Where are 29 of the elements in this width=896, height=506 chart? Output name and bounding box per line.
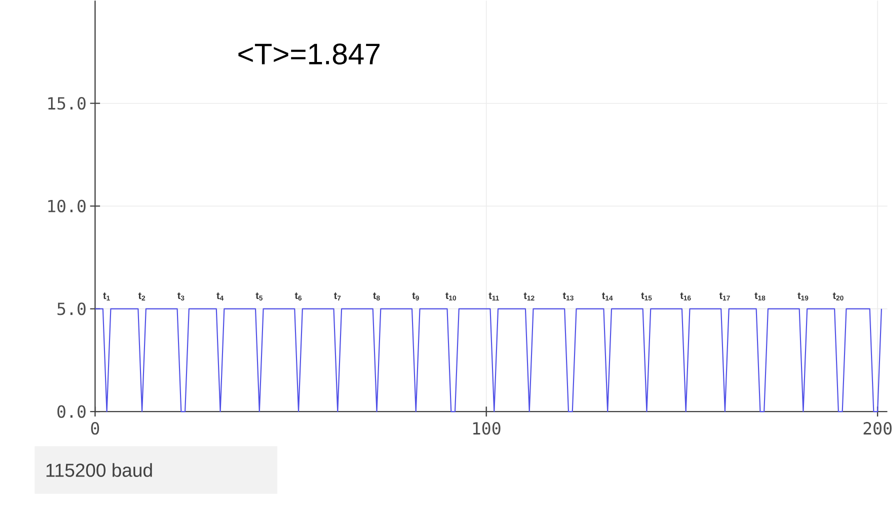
annotation: t$_{14}$ <box>602 292 613 301</box>
y-tick-label: 5.0 <box>58 302 86 316</box>
y-tick-label: 15.0 <box>48 97 86 110</box>
x-tick-label: 200 <box>864 422 892 435</box>
y-tick-label: 10.0 <box>48 200 86 213</box>
annotation: t$_{3}$ <box>177 292 184 301</box>
annotation: t$_{4}$ <box>216 292 224 301</box>
annotation: t$_{10}$ <box>446 292 456 301</box>
annotation: t$_{13}$ <box>562 292 574 301</box>
annotation: t$_{5}$ <box>256 292 263 301</box>
annotation: t$_{15}$ <box>641 292 652 301</box>
annotation: t$_{8}$ <box>373 292 380 301</box>
x-tick-label: 100 <box>473 422 500 435</box>
annotation: t$_{1}$ <box>103 292 110 301</box>
annotation: t$_{2}$ <box>138 292 146 301</box>
annotation: <T>=1.847 <box>238 44 380 65</box>
annotation: t$_{11}$ <box>488 292 500 301</box>
annotation: t$_{9}$ <box>412 292 419 301</box>
text: 115200 baud <box>46 463 152 478</box>
annotation: t$_{20}$ <box>832 292 844 301</box>
annotation: t$_{19}$ <box>798 292 808 301</box>
annotation: t$_{17}$ <box>719 292 730 301</box>
annotation: t$_{16}$ <box>680 292 691 301</box>
annotation: t$_{18}$ <box>754 292 766 301</box>
annotation: t$_{12}$ <box>524 292 534 301</box>
y-tick-label: 0.0 <box>57 405 86 418</box>
annotation: t$_{6}$ <box>294 292 302 301</box>
x-tick-label: 0 <box>91 422 100 435</box>
annotation: t$_{7}$ <box>334 292 341 301</box>
